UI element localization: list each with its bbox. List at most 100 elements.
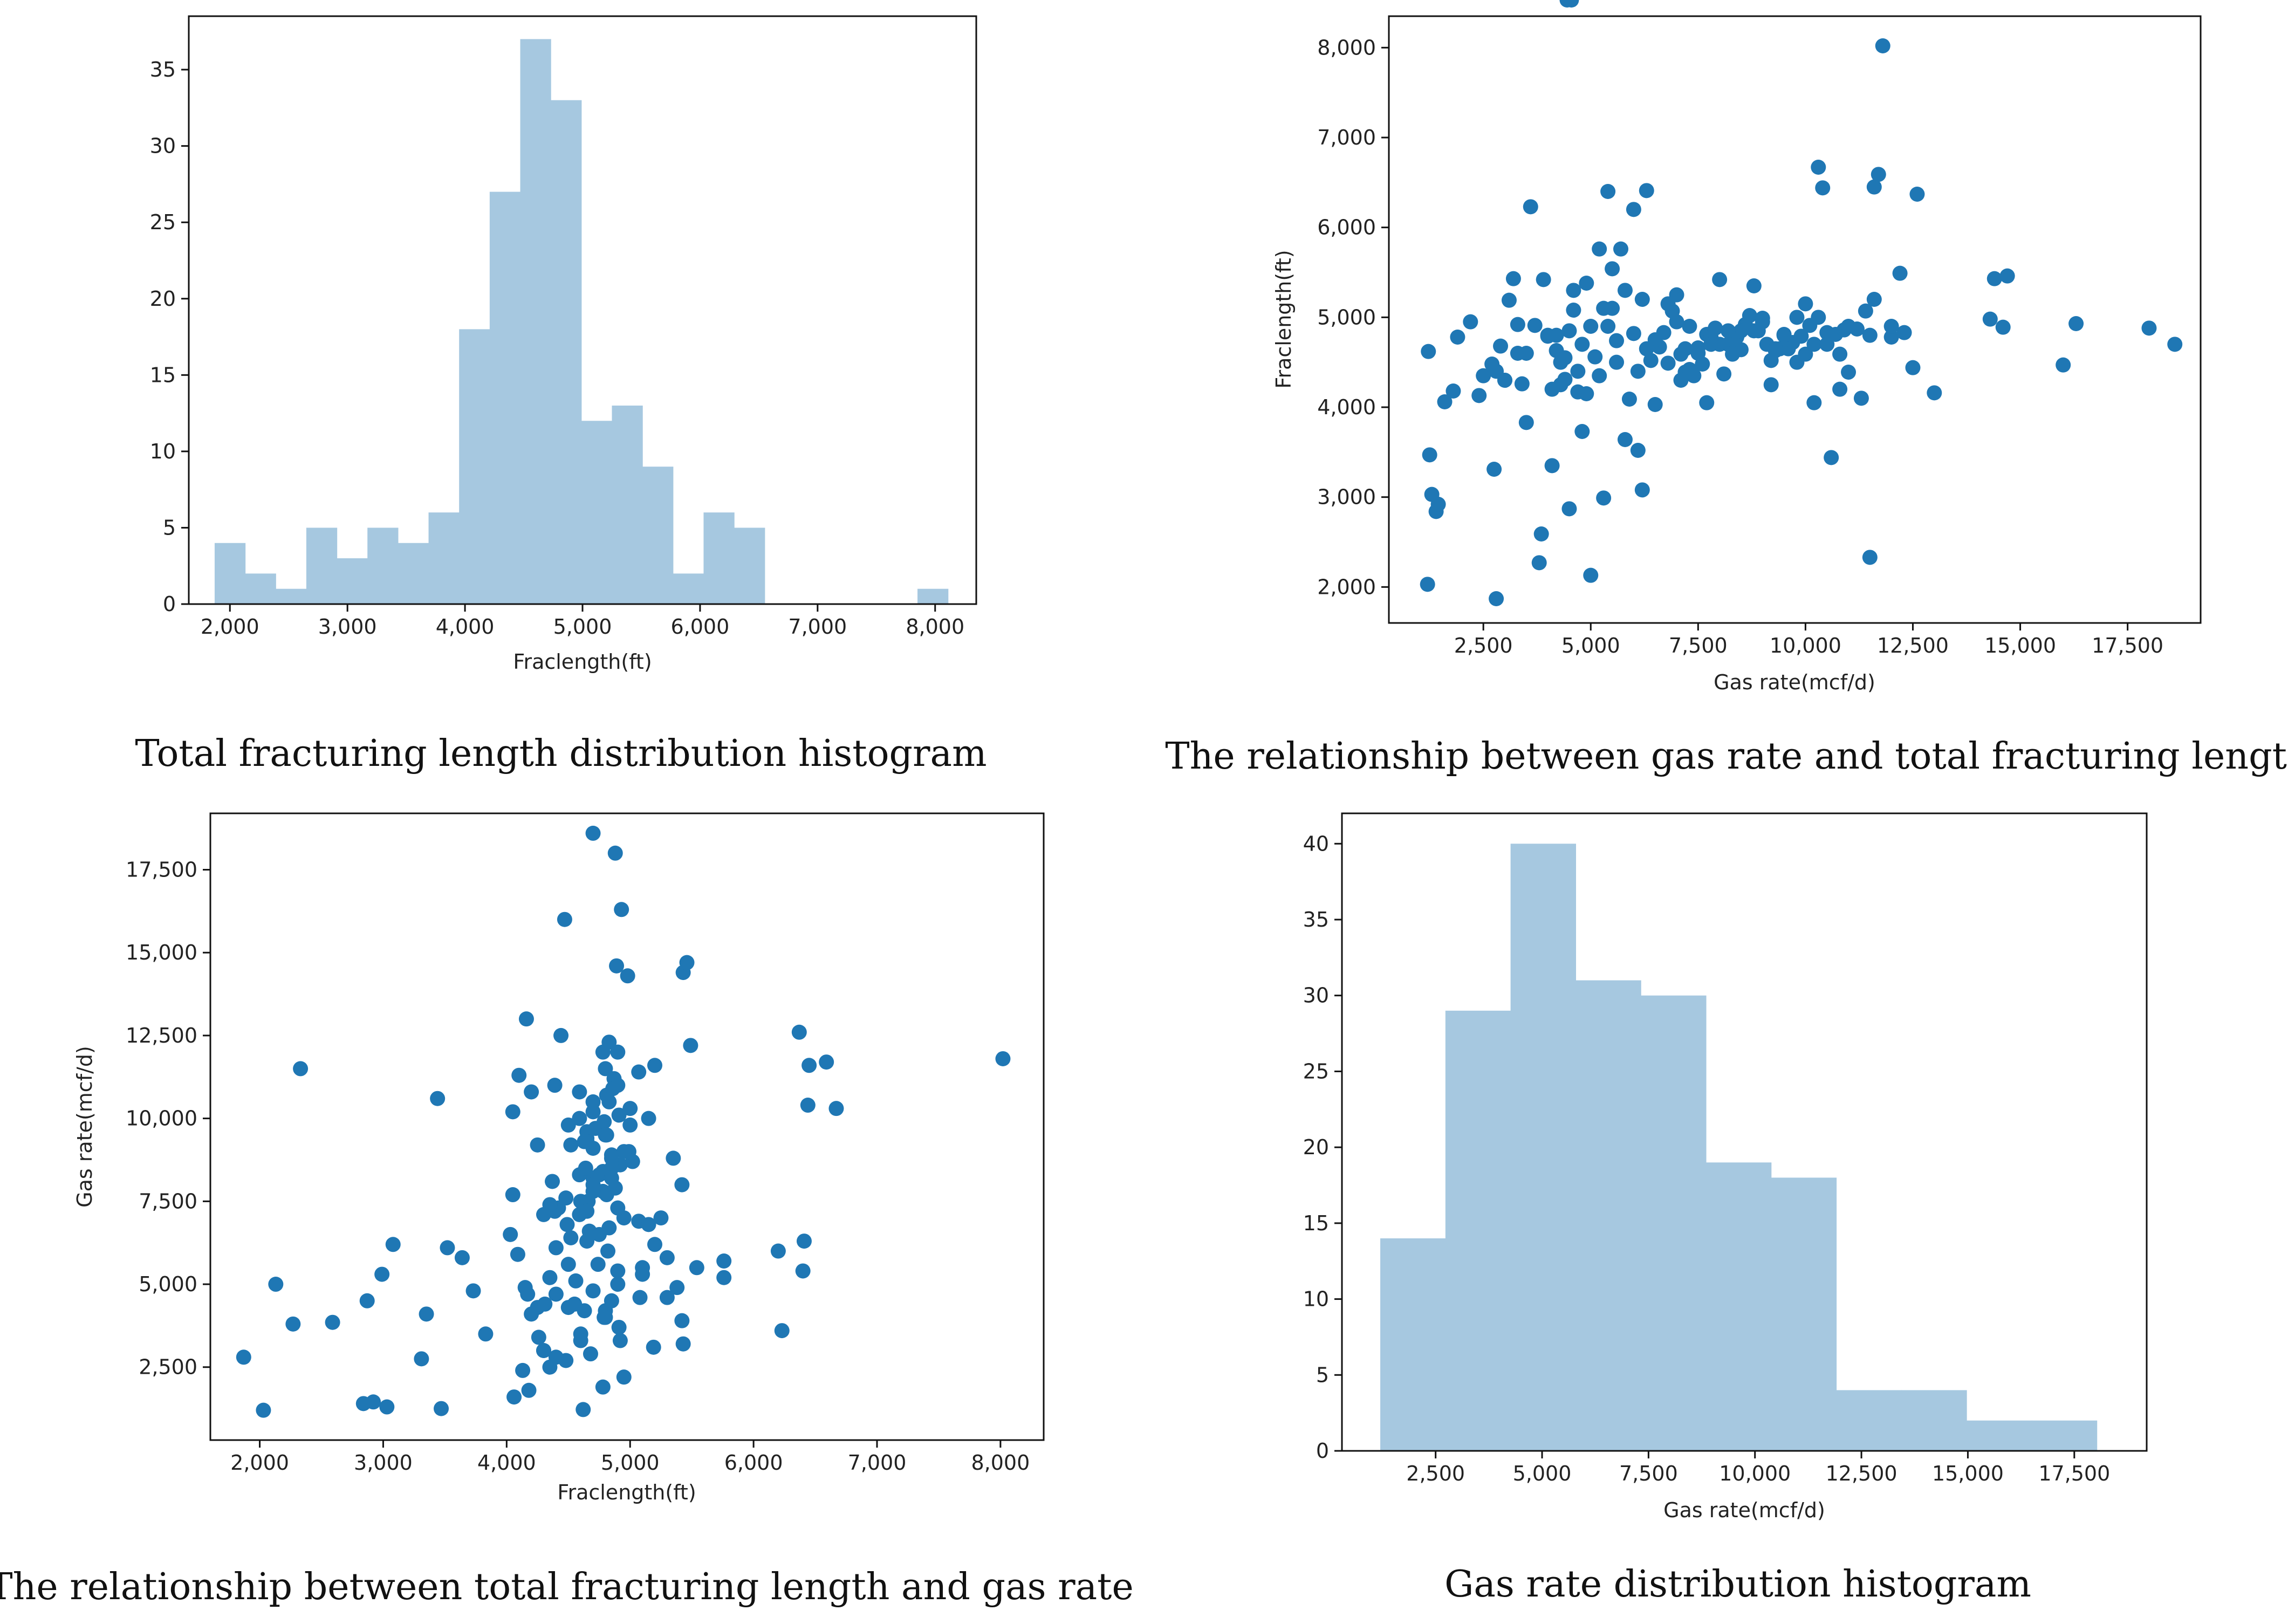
scatter-point	[1832, 381, 1848, 397]
scatter-point	[545, 1174, 560, 1189]
scatter-point	[506, 1389, 522, 1405]
scatter-point	[716, 1253, 732, 1269]
scatter-point	[536, 1343, 551, 1358]
scatter-point	[1510, 346, 1525, 361]
histogram-bar	[428, 512, 460, 604]
scatter-point	[1995, 319, 2011, 335]
scatter-point	[510, 1246, 525, 1262]
chart-caption: Total fracturing length distribution his…	[135, 732, 987, 775]
scatter-point	[1660, 296, 1676, 312]
scatter-point	[1883, 319, 1899, 334]
scatter-point	[268, 1277, 284, 1292]
histogram-bar	[276, 588, 307, 604]
histogram-bar	[1967, 1420, 2032, 1451]
scatter-point	[515, 1362, 531, 1378]
scatter-point	[1763, 377, 1779, 393]
scatter-point	[802, 1058, 817, 1073]
scatter-point	[1677, 341, 1693, 357]
y-tick-label: 7,500	[139, 1189, 197, 1213]
y-tick-label: 15	[150, 363, 176, 387]
scatter-point	[548, 1286, 564, 1302]
histogram-bar	[917, 588, 949, 604]
scatter-point	[716, 1270, 732, 1285]
scatter-point	[610, 1263, 626, 1279]
y-tick-label: 3,000	[1317, 485, 1376, 509]
scatter-point	[1690, 346, 1706, 361]
scatter-point	[1673, 373, 1689, 388]
scatter-point	[1639, 183, 1654, 198]
scatter-point	[1862, 327, 1878, 343]
scatter-point	[2167, 337, 2183, 352]
scatter-point	[503, 1226, 518, 1242]
y-tick-label: 20	[1303, 1135, 1329, 1159]
scatter-point	[598, 1127, 613, 1143]
scatter-point	[641, 1217, 656, 1232]
scatter-point	[1476, 368, 1491, 383]
y-tick-label: 5	[1316, 1363, 1329, 1387]
scatter-point	[1446, 383, 1461, 399]
histogram-bar	[520, 39, 551, 604]
plot-frame	[1341, 812, 2148, 1452]
y-tick-label: 40	[1303, 832, 1329, 855]
scatter-point	[604, 1150, 619, 1166]
x-tick-label: 5,000	[553, 615, 612, 639]
scatter-point	[1630, 443, 1646, 458]
scatter-point	[524, 1084, 539, 1100]
scatter-point	[610, 1200, 626, 1216]
x-tick-label: 5,000	[1561, 634, 1620, 657]
x-tick-label: 17,500	[2038, 1462, 2110, 1485]
scatter-point	[1493, 338, 1509, 354]
y-tick-label: 25	[1303, 1059, 1329, 1083]
scatter-point	[1421, 344, 1436, 359]
histogram-bar	[367, 527, 399, 604]
scatter-point	[1892, 265, 1908, 281]
scatter-point	[1561, 501, 1577, 517]
histogram-bar	[2031, 1420, 2098, 1451]
scatter-point	[1621, 392, 1637, 407]
y-tick-label: 10	[150, 440, 176, 463]
x-tick-label: 5,000	[1513, 1462, 1572, 1485]
scatter-point	[1819, 337, 1835, 352]
scatter-point	[1592, 368, 1607, 383]
scatter-point	[1583, 319, 1599, 334]
scatter-point	[478, 1326, 494, 1342]
scatter-point	[2141, 320, 2157, 336]
scatter-point	[572, 1111, 587, 1126]
histogram-bar	[1510, 844, 1576, 1451]
y-tick-label: 6,000	[1317, 216, 1376, 239]
scatter-point	[1806, 337, 1822, 352]
scatter-point	[1587, 349, 1603, 365]
x-tick-label: 8,000	[971, 1451, 1030, 1475]
scatter-point	[1561, 323, 1577, 339]
y-tick-label: 0	[1316, 1439, 1329, 1463]
scatter-point	[579, 1203, 595, 1219]
scatter-point	[573, 1333, 588, 1348]
scatter-point	[610, 1044, 626, 1060]
x-axis-label: Gas rate(mcf/d)	[1663, 1498, 1825, 1522]
scatter-point	[622, 1117, 638, 1133]
scatter-point	[1420, 577, 1435, 592]
scatter-point	[683, 1038, 698, 1053]
chart-caption: The relationship between gas rate and to…	[1165, 735, 2288, 778]
x-axis-label: Gas rate(mcf/d)	[1714, 670, 1875, 694]
histogram-bar	[642, 467, 674, 604]
scatter-point	[1630, 364, 1646, 379]
x-axis-label: Fraclength(ft)	[513, 650, 652, 674]
plot-frame	[209, 812, 1045, 1441]
scatter-point	[674, 1177, 690, 1193]
y-axis-label: Fraclength(ft)	[1272, 250, 1296, 388]
scatter-point	[1617, 432, 1633, 447]
scatter-point	[616, 1144, 632, 1160]
scatter-point	[647, 1058, 662, 1073]
scatter-point	[583, 1346, 598, 1362]
scatter-point	[414, 1351, 429, 1367]
chart-hist-length: 2,000 3,000 4,000 5,000 6,000 7,000 8,000 0 5 10 1…	[135, 15, 987, 775]
scatter-point	[567, 1296, 583, 1312]
scatter-point	[572, 1084, 587, 1100]
y-tick-label: 5,000	[139, 1272, 197, 1296]
scatter-point	[635, 1266, 650, 1282]
histogram-bar	[459, 329, 490, 604]
scatter-point	[632, 1290, 648, 1305]
scatter-point	[560, 1117, 576, 1133]
y-tick-label: 7,000	[1317, 126, 1376, 149]
